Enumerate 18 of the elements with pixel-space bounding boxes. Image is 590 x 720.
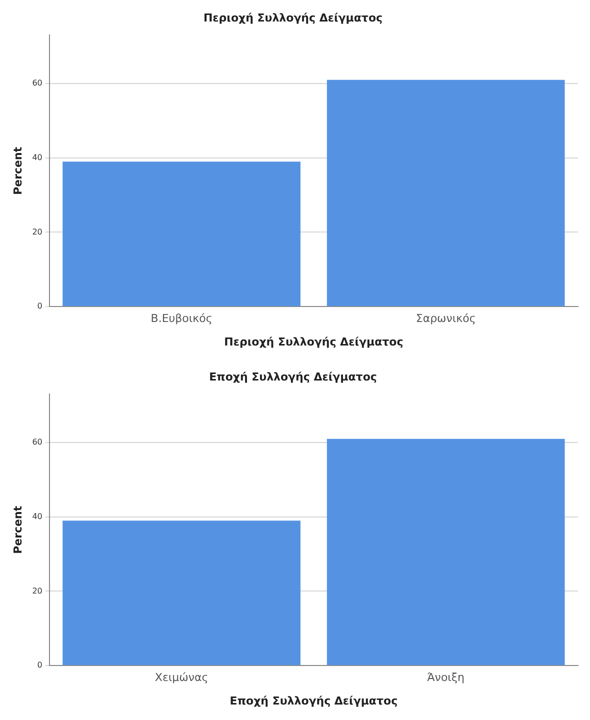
y-tick-label: 20 (32, 586, 42, 596)
x-tick-label: Άνοιξη (427, 671, 465, 684)
chart-title: Περιοχή Συλλογής Δείγματος (203, 11, 383, 24)
x-axis-title: Εποχή Συλλογής Δείγματος (230, 694, 398, 708)
x-tick-label: Σαρωνικός (416, 312, 476, 326)
x-tick-label: Β.Ευβοικός (150, 312, 212, 326)
chart-title: Εποχή Συλλογής Δείγματος (209, 370, 377, 384)
x-tick-label: Χειμώνας (154, 671, 208, 684)
y-axis-title: Percent (11, 146, 24, 195)
y-tick-label: 20 (32, 227, 42, 236)
y-tick-label: 40 (32, 512, 42, 521)
y-tick-label: 60 (32, 78, 42, 88)
y-tick-label: 40 (32, 152, 42, 162)
y-tick-label: 60 (32, 438, 42, 447)
y-axis-title: Percent (11, 506, 24, 554)
y-tick-label: 0 (37, 302, 42, 311)
y-tick-label: 0 (37, 660, 42, 670)
x-axis-title: Περιοχή Συλλογής Δείγματος (224, 335, 404, 348)
